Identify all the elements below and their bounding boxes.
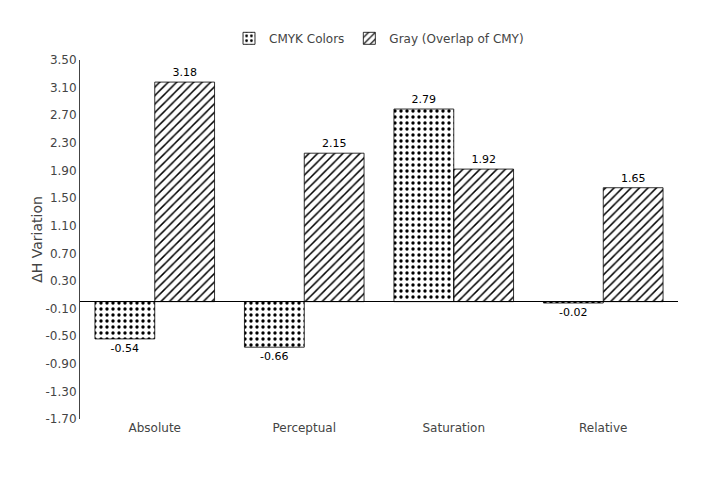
svg-text:3.50: 3.50 — [50, 53, 77, 67]
svg-text:-0.50: -0.50 — [46, 329, 77, 343]
svg-text:0.70: 0.70 — [50, 247, 77, 261]
svg-text:Relative: Relative — [579, 421, 627, 435]
svg-text:-1.30: -1.30 — [46, 385, 77, 399]
svg-text:-0.66: -0.66 — [260, 350, 288, 363]
svg-text:-0.10: -0.10 — [46, 302, 77, 316]
svg-text:Saturation: Saturation — [422, 421, 485, 435]
svg-text:2.30: 2.30 — [50, 136, 77, 150]
svg-text:2.70: 2.70 — [50, 108, 77, 122]
svg-text:0.30: 0.30 — [50, 274, 77, 288]
svg-text:CMYK Colors: CMYK Colors — [269, 32, 344, 46]
svg-text:1.92: 1.92 — [471, 153, 496, 166]
svg-text:3.18: 3.18 — [172, 66, 197, 79]
svg-text:Absolute: Absolute — [129, 421, 181, 435]
svg-text:1.90: 1.90 — [50, 164, 77, 178]
svg-text:2.15: 2.15 — [322, 137, 347, 150]
svg-text:Perceptual: Perceptual — [273, 421, 336, 435]
svg-text:-0.90: -0.90 — [46, 357, 77, 371]
svg-text:ΔH Variation: ΔH Variation — [29, 196, 45, 283]
svg-text:-0.02: -0.02 — [559, 306, 587, 319]
svg-text:1.50: 1.50 — [50, 191, 77, 205]
svg-text:1.65: 1.65 — [621, 172, 646, 185]
svg-text:-1.70: -1.70 — [46, 412, 77, 426]
svg-text:2.79: 2.79 — [412, 93, 437, 106]
svg-text:-0.54: -0.54 — [111, 342, 139, 355]
svg-text:Gray (Overlap of CMY): Gray (Overlap of CMY) — [389, 32, 523, 46]
svg-text:3.10: 3.10 — [50, 81, 77, 95]
svg-text:1.10: 1.10 — [50, 219, 77, 233]
